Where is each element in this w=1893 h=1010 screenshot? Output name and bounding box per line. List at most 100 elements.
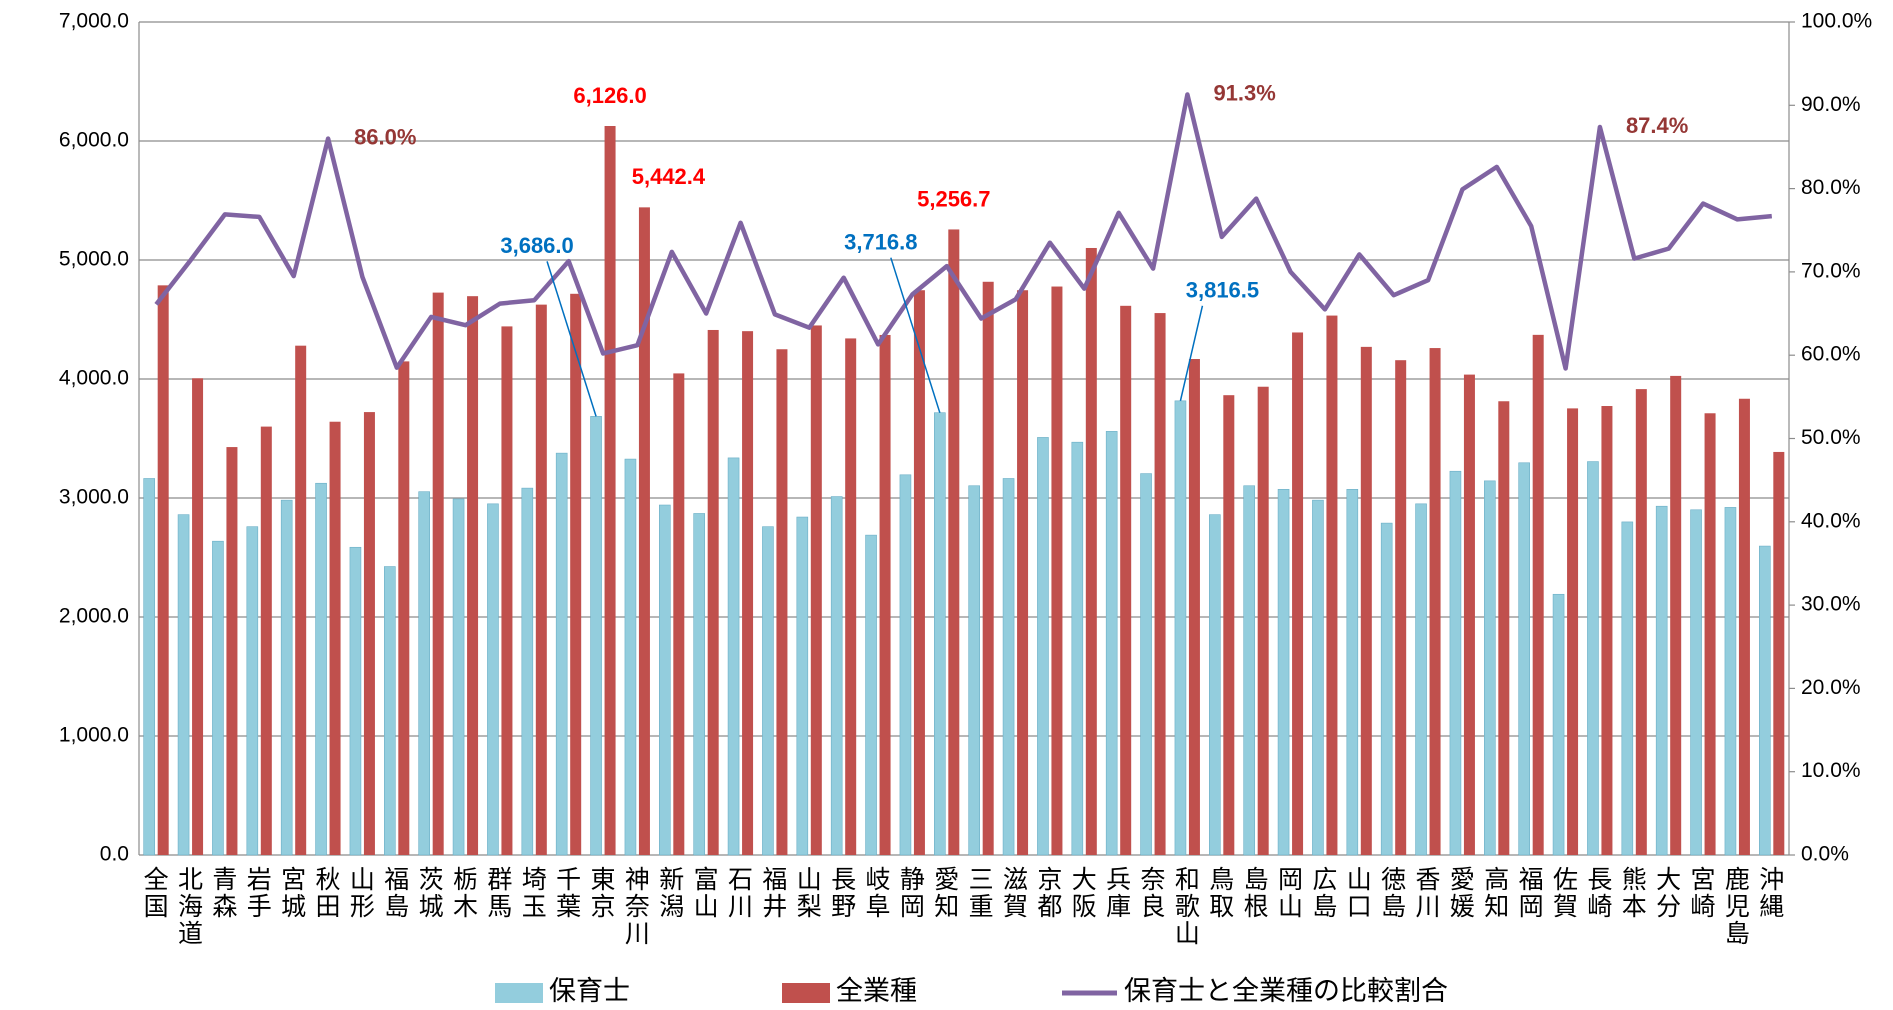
x-tick-label: 岩手 (247, 866, 272, 921)
bar (1690, 509, 1702, 856)
bar (830, 496, 843, 856)
x-tick-label: 京都 (1037, 866, 1062, 921)
bar (467, 296, 479, 855)
bar (624, 458, 637, 856)
x-tick-label: 宮崎 (1691, 866, 1716, 921)
bar (1188, 359, 1200, 855)
bar (1621, 521, 1634, 856)
legend-label: 保育士と全業種の比較割合 (1124, 976, 1448, 1006)
x-tick-label: 佐賀 (1553, 866, 1578, 921)
x-tick-label: 福岡 (1519, 866, 1544, 921)
bar (1326, 315, 1338, 855)
bar (742, 331, 754, 855)
x-tick-label: 長崎 (1587, 866, 1612, 921)
grid (139, 21, 1789, 856)
x-tick-label: 東京 (591, 866, 616, 921)
bar (363, 412, 375, 855)
x-tick-label: 神奈川 (625, 866, 650, 948)
bar (1670, 375, 1682, 855)
x-tick-label: 兵庫 (1106, 866, 1131, 921)
x-tick-label: 群馬 (487, 866, 512, 921)
x-tick-label: 鹿児島 (1725, 866, 1750, 948)
x-tick-label: 高知 (1484, 866, 1509, 921)
x-tick-label: 山口 (1347, 866, 1372, 921)
bar (315, 482, 327, 856)
bar (432, 292, 444, 856)
bar (1002, 478, 1015, 856)
x-tick-label: 和歌山 (1175, 866, 1200, 948)
x-tick-label: 鳥取 (1209, 866, 1234, 921)
data-label: 5,442.4 (632, 164, 706, 189)
data-label: 3,716.8 (844, 230, 917, 255)
y2-tick-label: 80.0% (1801, 176, 1861, 199)
y-tick-label: 3,000.0 (59, 486, 129, 509)
bar (487, 503, 499, 856)
x-tick-label: 長野 (831, 866, 856, 921)
leader-line (1179, 305, 1204, 402)
bar (982, 281, 994, 856)
y2-tick-label: 30.0% (1801, 593, 1861, 616)
bar (776, 349, 788, 855)
y2-tick-label: 90.0% (1801, 93, 1861, 116)
bar (638, 207, 650, 856)
x-tick-label: 富山 (694, 866, 719, 921)
y2-tick-label: 0.0% (1801, 843, 1849, 866)
legend-label: 全業種 (836, 976, 917, 1006)
bar (604, 126, 616, 856)
bar (143, 478, 155, 856)
bar (212, 540, 224, 856)
bar (796, 516, 809, 856)
x-tick-label: 三重 (969, 866, 994, 921)
bar (1429, 348, 1441, 855)
bar (452, 498, 465, 856)
x-tick-label: 滋賀 (1003, 866, 1028, 921)
bar (1120, 305, 1132, 855)
y-tick-label: 1,000.0 (59, 724, 129, 747)
x-tick-label: 新潟 (659, 866, 684, 921)
bar (157, 285, 169, 855)
x-tick-label: 香川 (1416, 866, 1441, 921)
y-tick-label: 2,000.0 (59, 605, 129, 628)
bar (1552, 593, 1565, 856)
bar (1738, 398, 1750, 855)
data-label: 86.0% (354, 124, 416, 149)
bar (1154, 313, 1166, 856)
y-tick-label: 4,000.0 (59, 367, 129, 390)
x-tick-label: 全国 (144, 866, 169, 921)
bar (1037, 437, 1049, 856)
bar (384, 566, 396, 856)
x-tick-label: 岡山 (1278, 866, 1303, 921)
y-tick-label: 5,000.0 (59, 248, 129, 271)
bar (1085, 247, 1097, 855)
bar (1223, 395, 1235, 855)
bar (329, 421, 341, 855)
bar (810, 325, 822, 855)
bar (1174, 400, 1187, 856)
bar (1518, 462, 1530, 856)
bar (1243, 485, 1255, 856)
x-tick-label: 千葉 (556, 866, 581, 921)
bar (1484, 480, 1496, 856)
bar (246, 526, 259, 856)
bar (879, 334, 891, 856)
bar (1051, 286, 1063, 855)
bar (535, 304, 547, 855)
bar (398, 361, 410, 855)
bar (501, 326, 513, 856)
data-label: 3,816.5 (1186, 278, 1259, 303)
bar (1105, 431, 1118, 856)
data-label: 3,686.0 (500, 233, 573, 258)
bar (349, 546, 362, 856)
bar (693, 513, 705, 856)
bar (727, 457, 740, 856)
bar (1601, 406, 1613, 855)
bar (1587, 461, 1599, 856)
x-tick-label: 徳島 (1381, 866, 1406, 921)
bar (673, 373, 685, 855)
bar (1463, 374, 1475, 855)
bar (1380, 522, 1393, 856)
bar (1071, 441, 1084, 856)
data-label: 6,126.0 (573, 83, 646, 108)
bar (1360, 346, 1372, 855)
